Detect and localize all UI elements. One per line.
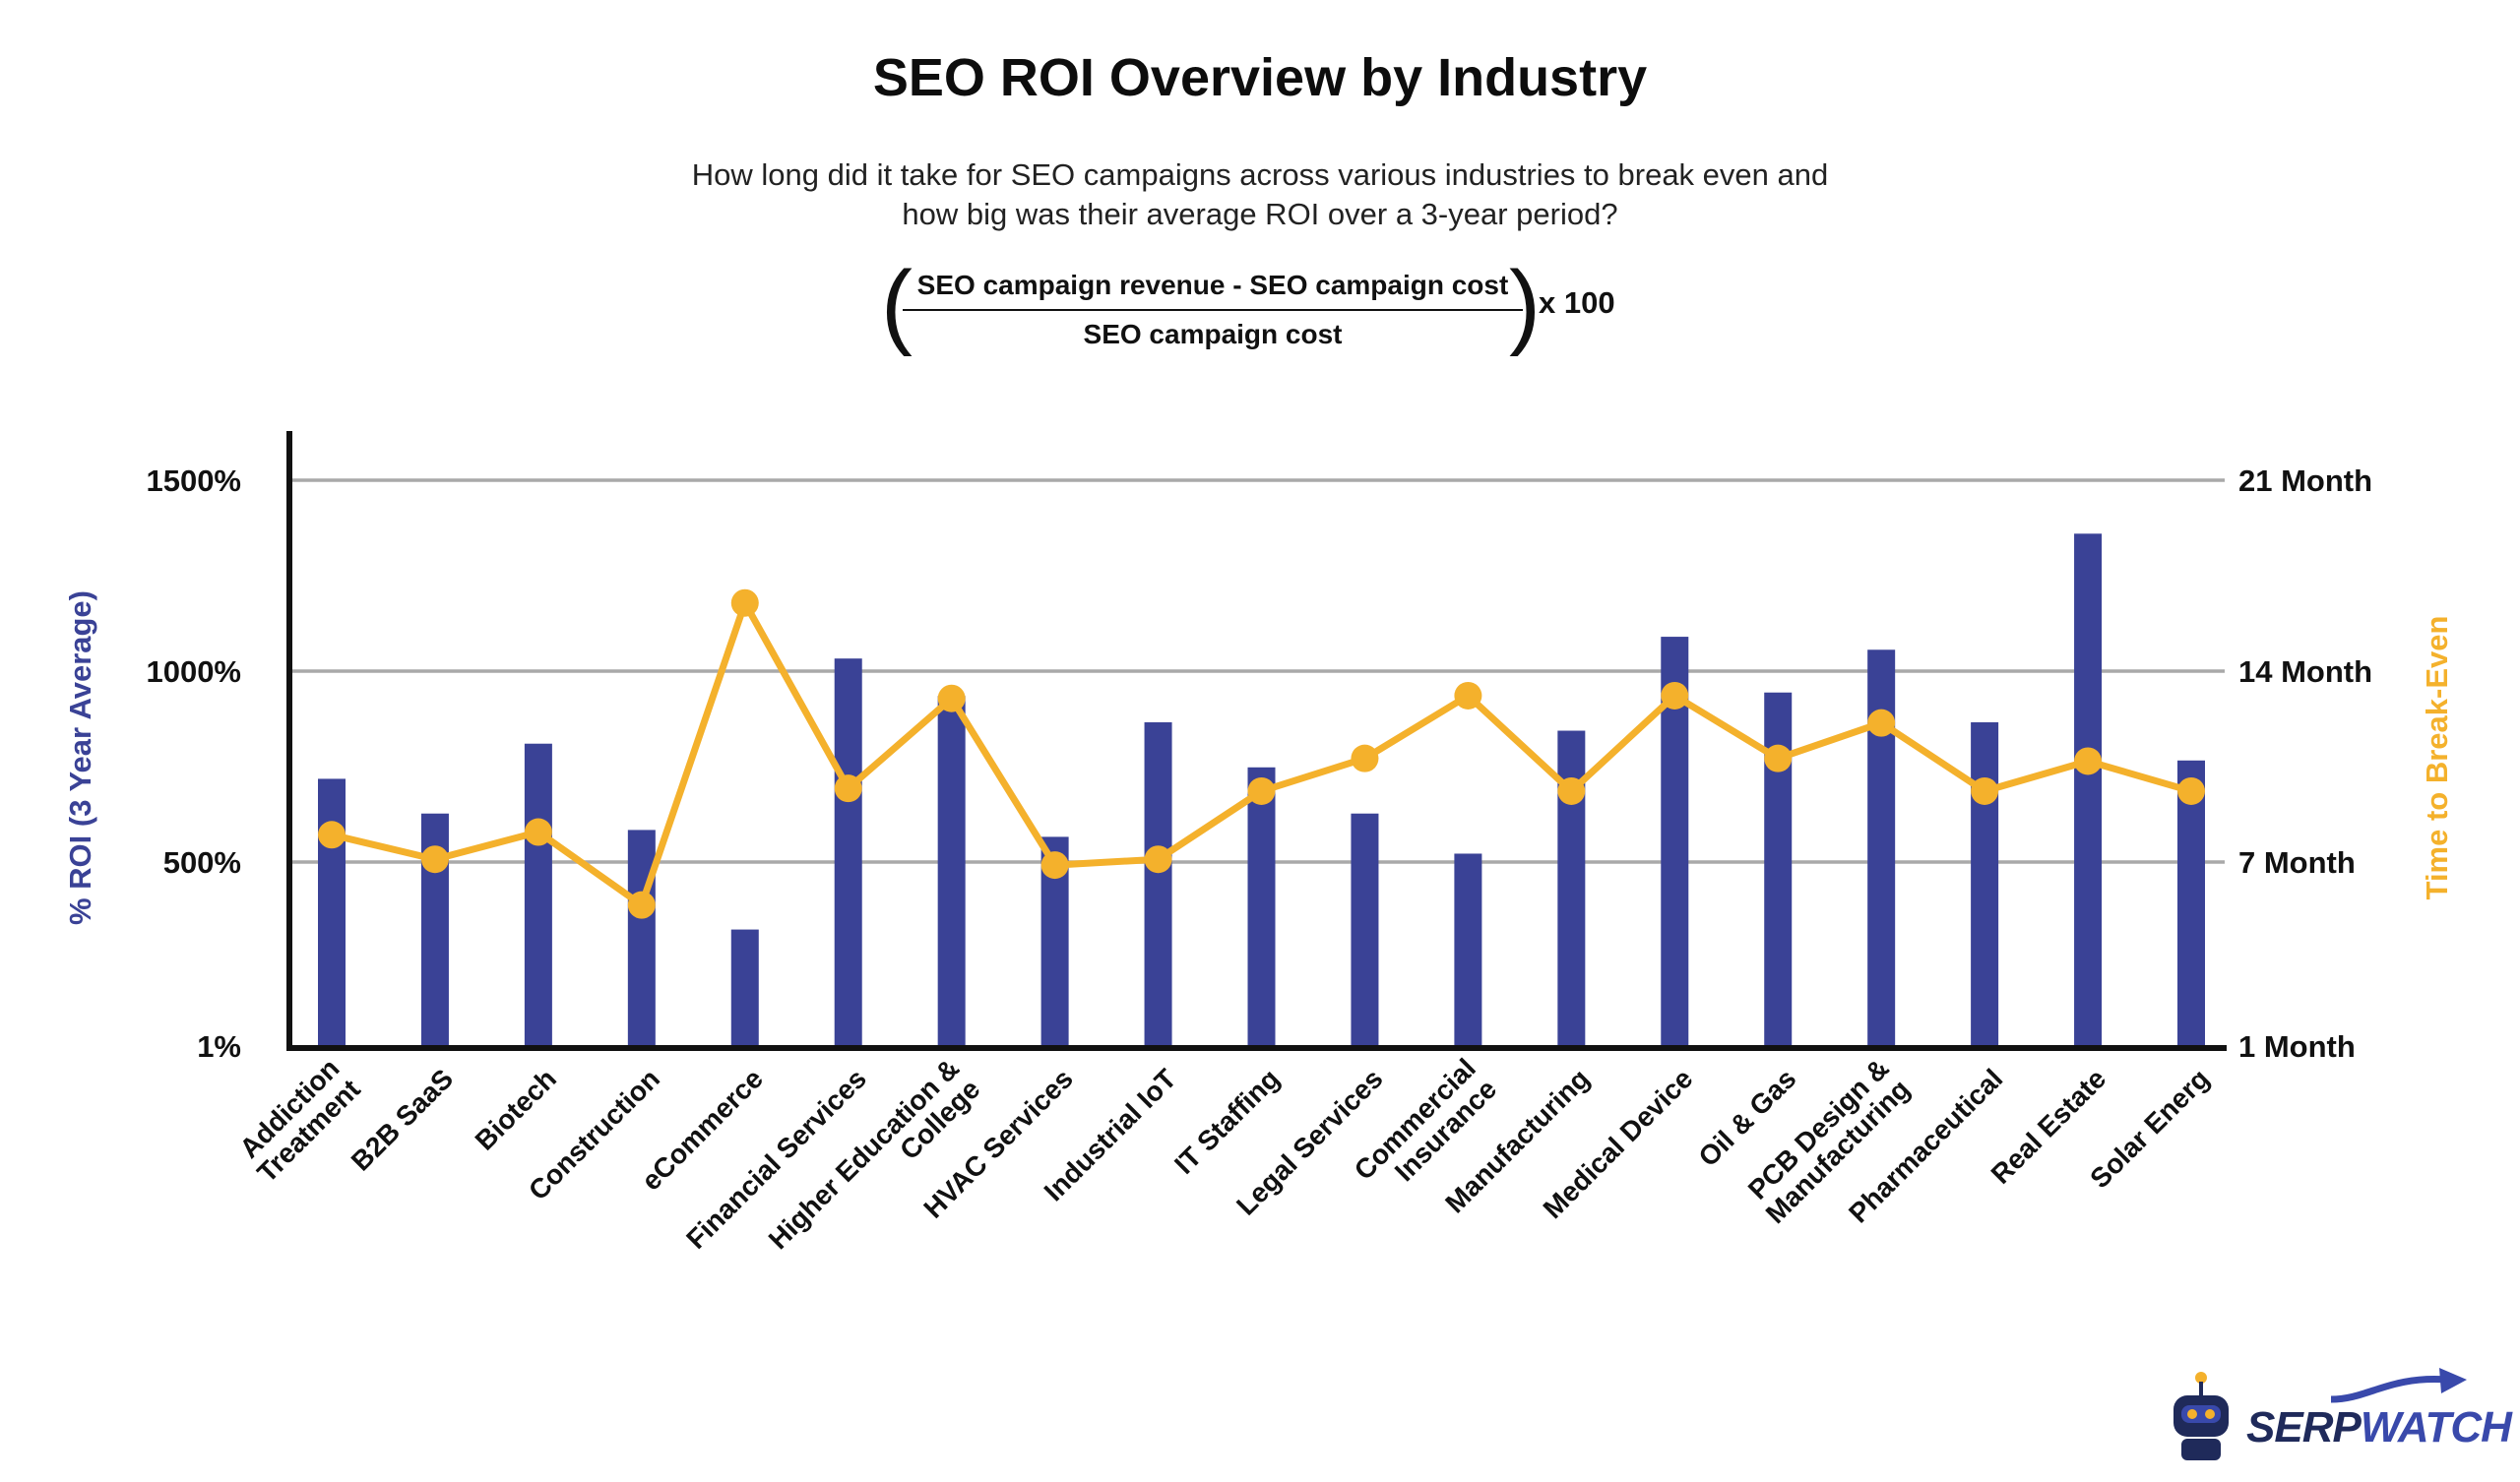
robot-icon: [2174, 1372, 2229, 1460]
break-even-point: [524, 818, 552, 846]
formula-right-paren: ): [1509, 252, 1541, 357]
break-even-point: [1040, 851, 1069, 880]
break-even-point: [1764, 744, 1793, 772]
axes: [286, 431, 2227, 1051]
roi-bar: [524, 743, 552, 1046]
break-even-point: [1454, 681, 1482, 710]
roi-bar: [1971, 721, 1999, 1046]
break-even-point: [420, 845, 449, 874]
roi-bar: [1144, 721, 1172, 1046]
logo-wordmark: SERPWATCH: [2246, 1403, 2512, 1451]
roi-bar: [318, 778, 346, 1046]
roi-bar: [627, 830, 656, 1046]
x-tick-label: Higher Education &College: [763, 1053, 986, 1276]
break-even-point: [2177, 776, 2205, 805]
break-even-point: [2074, 747, 2103, 775]
y2-tick-label: 14 Month: [2238, 654, 2372, 689]
arrow-icon: [2330, 1368, 2467, 1403]
break-even-point: [1557, 776, 1586, 805]
roi-bar: [2177, 760, 2205, 1046]
formula-numerator: SEO campaign revenue - SEO campaign cost: [903, 270, 1523, 311]
chart-title: SEO ROI Overview by Industry: [872, 48, 1648, 107]
x-tick-label: AddictionTreatment: [230, 1053, 366, 1189]
roi-bar: [1454, 853, 1482, 1046]
y-tick-label: 500%: [163, 845, 241, 880]
formula-multiplier: x 100: [1539, 285, 1615, 320]
break-even-line: [318, 588, 2205, 919]
break-even-point: [1144, 845, 1172, 874]
y2-tick-label: 7 Month: [2238, 845, 2356, 880]
roi-bar: [834, 658, 862, 1046]
y-tick-label: 1500%: [146, 463, 241, 498]
serpwatch-logo: SERPWATCH: [2162, 1366, 2512, 1464]
x-tick-label: B2B SaaS: [346, 1063, 459, 1176]
break-even-point: [937, 684, 966, 712]
break-even-point: [1661, 681, 1689, 710]
roi-bar: [1351, 813, 1379, 1046]
formula-left-paren: (: [881, 252, 913, 357]
roi-bar: [2074, 533, 2103, 1046]
break-even-point: [1971, 776, 1999, 805]
y2-tick-label: 21 Month: [2238, 463, 2372, 498]
break-even-point: [318, 821, 346, 849]
roi-bar: [1247, 767, 1276, 1046]
break-even-point: [730, 588, 759, 617]
break-even-point: [627, 891, 656, 919]
y2-axis-label: Time to Break-Even: [2420, 616, 2454, 900]
x-tick-label: Biotech: [470, 1063, 563, 1156]
x-tick-label-line: B2B SaaS: [346, 1063, 459, 1176]
x-tick-label-line: Biotech: [470, 1063, 563, 1156]
break-even-point: [1247, 776, 1276, 805]
y2-tick-label: 1 Month: [2238, 1029, 2356, 1064]
break-even-point: [834, 774, 862, 803]
chart-subtitle: How long did it take for SEO campaigns a…: [691, 157, 1829, 231]
formula-denominator: SEO campaign cost: [1083, 319, 1343, 349]
y-tick-label: 1000%: [146, 654, 241, 689]
roi-bar: [730, 929, 759, 1046]
roi-bar: [937, 696, 966, 1046]
break-even-point: [1351, 744, 1379, 772]
break-even-point: [1867, 709, 1896, 737]
y-axis-label: % ROI (3 Year Average): [63, 590, 97, 925]
y-tick-label: 1%: [197, 1029, 241, 1064]
formula-fraction: SEO campaign revenue - SEO campaign cost…: [903, 270, 1523, 350]
